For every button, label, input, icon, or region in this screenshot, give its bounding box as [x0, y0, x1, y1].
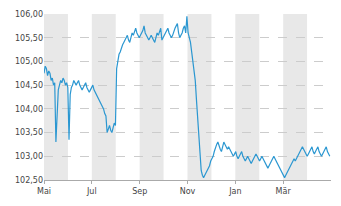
svg-text:106,00: 106,00	[15, 10, 43, 19]
svg-text:Sep: Sep	[132, 187, 147, 196]
svg-text:103,00: 103,00	[15, 152, 43, 161]
svg-text:Mai: Mai	[37, 187, 51, 196]
svg-text:Nov: Nov	[180, 187, 196, 196]
svg-text:Mär: Mär	[276, 187, 292, 196]
svg-text:104,00: 104,00	[15, 105, 43, 114]
svg-text:104,50: 104,50	[15, 81, 43, 90]
svg-text:102,50: 102,50	[15, 176, 43, 185]
svg-text:Jul: Jul	[86, 187, 97, 196]
svg-text:105,00: 105,00	[15, 57, 43, 66]
svg-text:103,50: 103,50	[15, 128, 43, 137]
svg-text:Jan: Jan	[228, 187, 241, 196]
svg-text:105,50: 105,50	[15, 34, 43, 43]
